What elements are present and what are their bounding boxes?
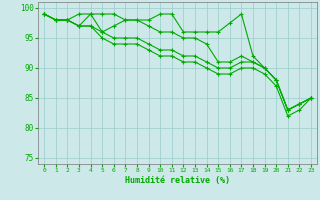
X-axis label: Humidité relative (%): Humidité relative (%)	[125, 176, 230, 185]
